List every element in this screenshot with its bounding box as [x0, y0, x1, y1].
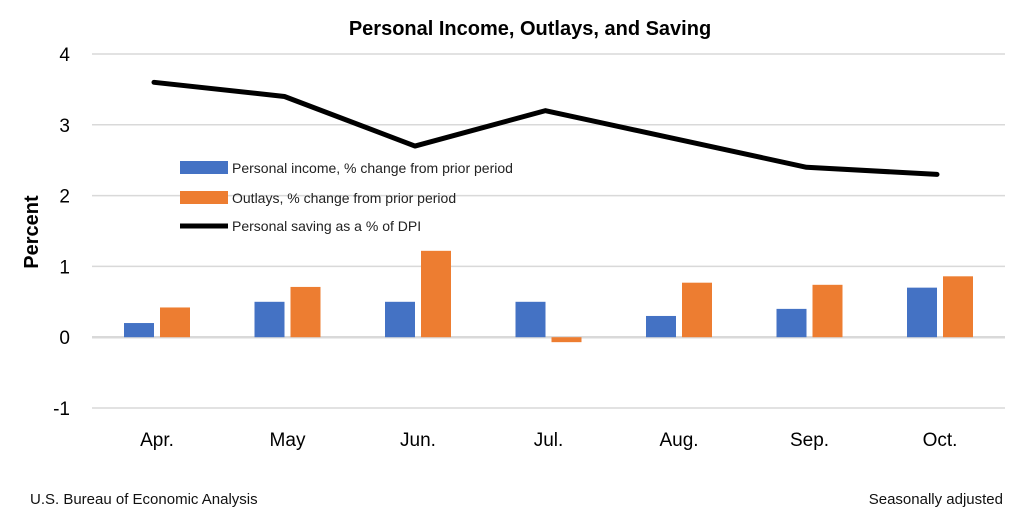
legend-swatch-income — [180, 161, 228, 174]
y-tick-label: -1 — [53, 399, 70, 420]
bar-personal-income — [254, 301, 285, 338]
x-tick-labels: Apr. May Jun. Jul. Aug. Sep. Oct. — [140, 430, 957, 451]
legend-swatch-outlays — [180, 191, 228, 204]
x-tick-label: Jun. — [400, 430, 436, 451]
bar-personal-income — [776, 308, 807, 338]
legend-label-income: Personal income, % change from prior per… — [232, 160, 513, 176]
y-axis-label: Percent — [21, 195, 43, 269]
bars — [124, 250, 973, 343]
bar-outlays — [160, 307, 190, 338]
y-tick-label: 0 — [59, 328, 70, 349]
chart-title: Personal Income, Outlays, and Saving — [349, 18, 711, 40]
seasonal-note: Seasonally adjusted — [869, 491, 1003, 508]
x-tick-label: Sep. — [790, 430, 829, 451]
x-tick-label: Oct. — [923, 430, 958, 451]
bar-personal-income — [515, 301, 546, 338]
bar-outlays — [682, 282, 712, 338]
saving-line-group — [151, 79, 940, 177]
legend-label-saving: Personal saving as a % of DPI — [232, 218, 421, 234]
legend: Personal income, % change from prior per… — [180, 160, 513, 234]
y-tick-label: 4 — [59, 45, 70, 66]
bar-personal-income — [124, 323, 154, 338]
bar-personal-income — [646, 315, 676, 338]
y-tick-label: 1 — [59, 257, 70, 278]
bar-outlays — [812, 284, 843, 338]
bar-outlays — [551, 337, 582, 343]
legend-label-outlays: Outlays, % change from prior period — [232, 190, 456, 206]
bar-outlays — [290, 286, 321, 338]
x-tick-label: Aug. — [659, 430, 698, 451]
saving-line — [151, 79, 940, 177]
y-tick-label: 3 — [59, 116, 70, 137]
bar-outlays — [943, 276, 973, 338]
bar-personal-income — [907, 287, 937, 338]
x-tick-label: May — [270, 430, 306, 451]
x-tick-label: Apr. — [140, 430, 174, 451]
y-tick-labels: -1 0 1 2 3 4 — [53, 45, 70, 420]
bar-outlays — [421, 250, 451, 338]
bar-personal-income — [385, 301, 415, 338]
x-tick-label: Jul. — [534, 430, 564, 451]
y-tick-label: 2 — [59, 187, 70, 208]
gridlines — [92, 53, 1005, 409]
source-note: U.S. Bureau of Economic Analysis — [30, 491, 258, 508]
